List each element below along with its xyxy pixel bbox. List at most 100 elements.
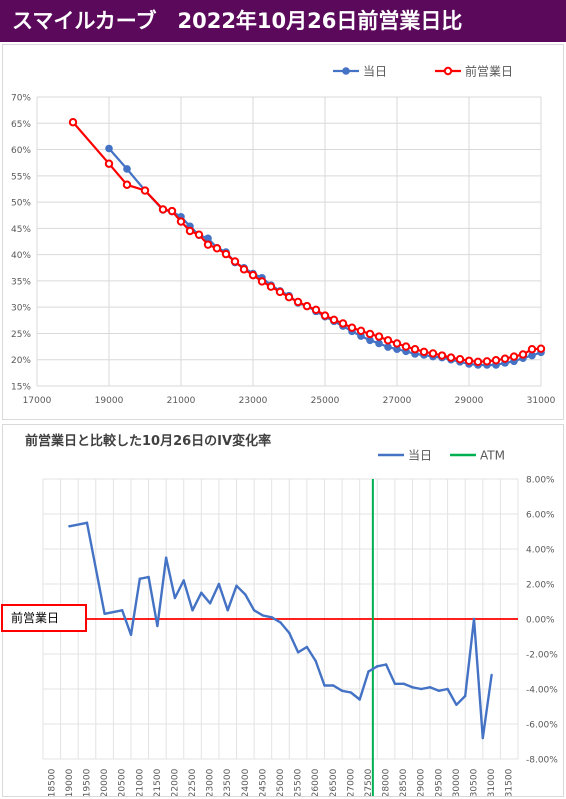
x-tick-label: 27000 bbox=[383, 396, 412, 406]
x-tick-label: 26000 bbox=[311, 768, 321, 796]
data-point-current bbox=[123, 165, 131, 173]
x-tick-label: 18500 bbox=[47, 768, 57, 796]
data-point-current bbox=[191, 609, 194, 612]
x-tick-label: 24000 bbox=[241, 768, 251, 796]
x-tick-label: 21000 bbox=[167, 396, 196, 406]
iv-change-chart-panel: 前営業日と比較した10月26日のIV変化率 8.00% 6.00% 4.00% 2.00… bbox=[2, 424, 564, 797]
data-point-current bbox=[437, 689, 441, 692]
x-tick-label: 31500 bbox=[505, 768, 515, 796]
data-point-current bbox=[446, 687, 449, 691]
data-point-current bbox=[182, 579, 185, 582]
data-point-current bbox=[120, 609, 124, 612]
y-tick-label: 30% bbox=[11, 304, 31, 314]
x-tick-label: 29500 bbox=[434, 768, 444, 796]
data-point-current bbox=[235, 584, 238, 587]
y-tick-label: 0.00% bbox=[526, 616, 555, 626]
data-point-previous bbox=[203, 240, 213, 249]
data-point-current bbox=[296, 651, 300, 654]
data-point-previous bbox=[491, 356, 501, 365]
data-point-previous bbox=[122, 180, 132, 189]
reference-line-label: 前営業日 bbox=[1, 604, 87, 632]
data-point-current bbox=[226, 609, 229, 612]
legend-label-atm: ATM bbox=[480, 449, 505, 463]
data-point-previous bbox=[329, 315, 339, 324]
data-point-current bbox=[103, 612, 106, 615]
data-point-previous bbox=[518, 350, 528, 359]
data-point-previous bbox=[419, 347, 429, 357]
x-tick-label: 29000 bbox=[417, 768, 427, 796]
data-point-current bbox=[261, 614, 265, 617]
data-point-current bbox=[528, 351, 536, 360]
data-point-current bbox=[402, 682, 405, 685]
data-point-current bbox=[173, 596, 177, 600]
x-tick-label: 23000 bbox=[239, 396, 268, 406]
data-point-current bbox=[366, 336, 374, 345]
data-point-current bbox=[217, 582, 221, 586]
data-point-previous bbox=[185, 226, 195, 236]
data-point-current bbox=[147, 575, 150, 579]
data-point-previous bbox=[446, 353, 456, 362]
y-tick-label: 65% bbox=[11, 120, 31, 130]
data-point-previous bbox=[167, 206, 177, 216]
data-point-previous bbox=[347, 323, 357, 332]
y-tick-label: -2.00% bbox=[526, 651, 558, 661]
data-point-current bbox=[367, 670, 370, 673]
page-title: スマイルカーブ 2022年10月26日前営業日比 bbox=[0, 0, 566, 42]
data-point-previous bbox=[320, 311, 330, 320]
data-point-current bbox=[252, 609, 256, 612]
data-point-current bbox=[156, 624, 159, 628]
x-tick-label: 27500 bbox=[364, 768, 374, 796]
series-line-previous bbox=[72, 121, 542, 363]
y-tick-label: -6.00% bbox=[526, 721, 558, 731]
data-point-current bbox=[490, 673, 493, 677]
data-point-current bbox=[332, 684, 335, 687]
data-point-previous bbox=[212, 244, 222, 253]
data-point-previous bbox=[140, 186, 150, 195]
data-point-previous bbox=[401, 342, 411, 351]
x-tick-label: 30000 bbox=[452, 768, 462, 796]
x-tick-label: 19000 bbox=[95, 396, 124, 406]
data-point-previous bbox=[248, 270, 258, 280]
data-point-previous bbox=[68, 118, 78, 127]
x-tick-label: 20500 bbox=[118, 768, 128, 796]
data-point-previous bbox=[464, 356, 474, 365]
smile-curve-chart: 15% 20% 25% 30% 35% 40% 45% 50% 55% 60% 65% 70% 1700… bbox=[11, 64, 556, 407]
data-point-previous bbox=[383, 336, 393, 345]
data-point-current bbox=[204, 234, 212, 243]
data-point-previous bbox=[293, 297, 303, 307]
legend-marker bbox=[342, 67, 350, 75]
data-point-previous bbox=[221, 249, 231, 259]
y-tick-label: 2.00% bbox=[526, 581, 555, 591]
y-tick-label: 40% bbox=[11, 251, 31, 261]
y-tick-label: 15% bbox=[11, 383, 31, 393]
data-point-previous bbox=[428, 349, 438, 358]
legend-marker bbox=[443, 66, 453, 76]
data-point-previous bbox=[158, 205, 168, 214]
data-point-current bbox=[85, 521, 89, 524]
series-line-current bbox=[108, 147, 542, 367]
y-tick-label: 20% bbox=[11, 356, 31, 366]
data-point-current bbox=[384, 343, 392, 351]
x-tick-label: 24500 bbox=[258, 768, 268, 796]
data-point-current bbox=[323, 684, 326, 687]
data-point-previous bbox=[176, 217, 186, 226]
data-point-current bbox=[393, 682, 397, 685]
data-point-current bbox=[420, 687, 423, 691]
x-tick-label: 27000 bbox=[346, 768, 356, 796]
x-tick-label: 26500 bbox=[329, 768, 339, 796]
data-point-current bbox=[384, 663, 388, 666]
data-point-current bbox=[244, 593, 247, 596]
legend-label: 当日 bbox=[363, 65, 387, 79]
x-tick-label: 25000 bbox=[276, 768, 286, 796]
x-tick-label: 20000 bbox=[100, 768, 110, 796]
data-point-current bbox=[138, 577, 141, 580]
data-point-previous bbox=[473, 357, 483, 367]
data-point-current bbox=[129, 633, 133, 636]
data-point-previous bbox=[239, 265, 249, 274]
x-tick-label: 22000 bbox=[170, 768, 180, 796]
data-point-current bbox=[464, 694, 467, 698]
x-tick-label: 21000 bbox=[135, 768, 145, 796]
data-point-current bbox=[393, 345, 401, 354]
x-tick-label: 19000 bbox=[65, 768, 75, 796]
